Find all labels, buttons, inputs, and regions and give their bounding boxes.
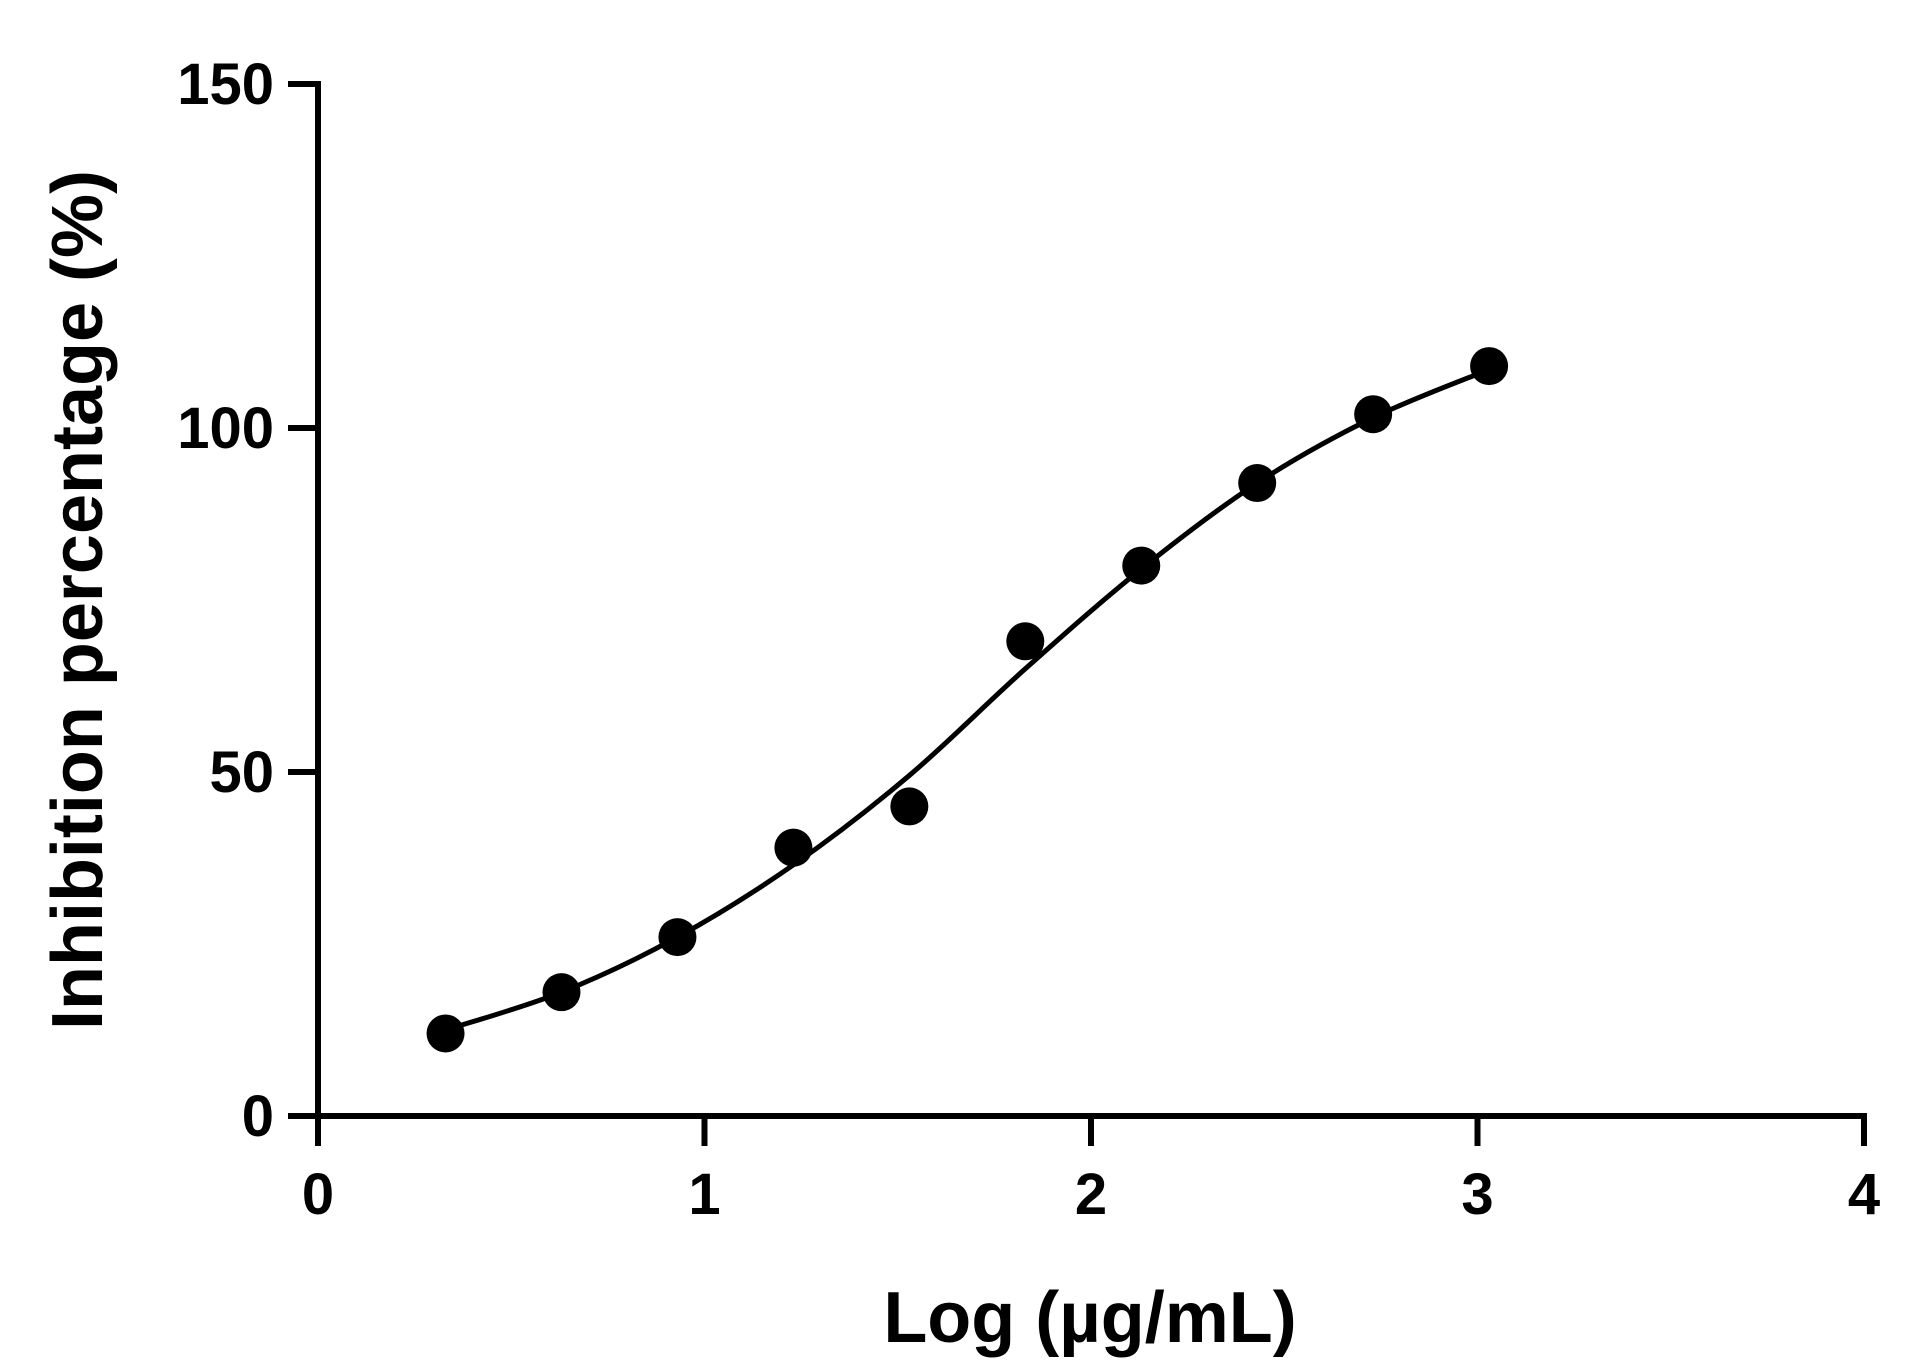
y-tick-label: 50 — [209, 740, 274, 805]
y-axis-title: Inhibition percentage (%) — [38, 170, 118, 1030]
x-tick-label: 4 — [1848, 1162, 1880, 1227]
y-tick-label: 100 — [177, 396, 274, 461]
x-tick-label: 3 — [1461, 1162, 1493, 1227]
y-ticks: 0 50 100 150 — [177, 52, 318, 1149]
x-tick-label: 0 — [302, 1162, 334, 1227]
x-ticks: 0 1 2 3 4 — [302, 1116, 1880, 1227]
x-tick-label: 2 — [1075, 1162, 1107, 1227]
data-point — [1006, 622, 1045, 661]
data-points — [426, 347, 1509, 1053]
x-tick-label: 1 — [688, 1162, 720, 1227]
data-point — [426, 1014, 465, 1053]
data-point — [1238, 464, 1277, 503]
data-point — [774, 828, 813, 867]
axes — [315, 81, 1867, 1119]
data-point — [1122, 546, 1161, 585]
y-tick-label: 0 — [242, 1084, 274, 1149]
y-tick-label: 150 — [177, 52, 274, 117]
data-point — [658, 918, 697, 957]
data-point — [1470, 347, 1509, 386]
x-axis-title: Log (µg/mL) — [883, 1278, 1296, 1358]
data-point — [542, 973, 581, 1012]
data-point — [1354, 395, 1393, 434]
fit-curve — [444, 367, 1491, 1033]
data-point — [890, 787, 929, 826]
